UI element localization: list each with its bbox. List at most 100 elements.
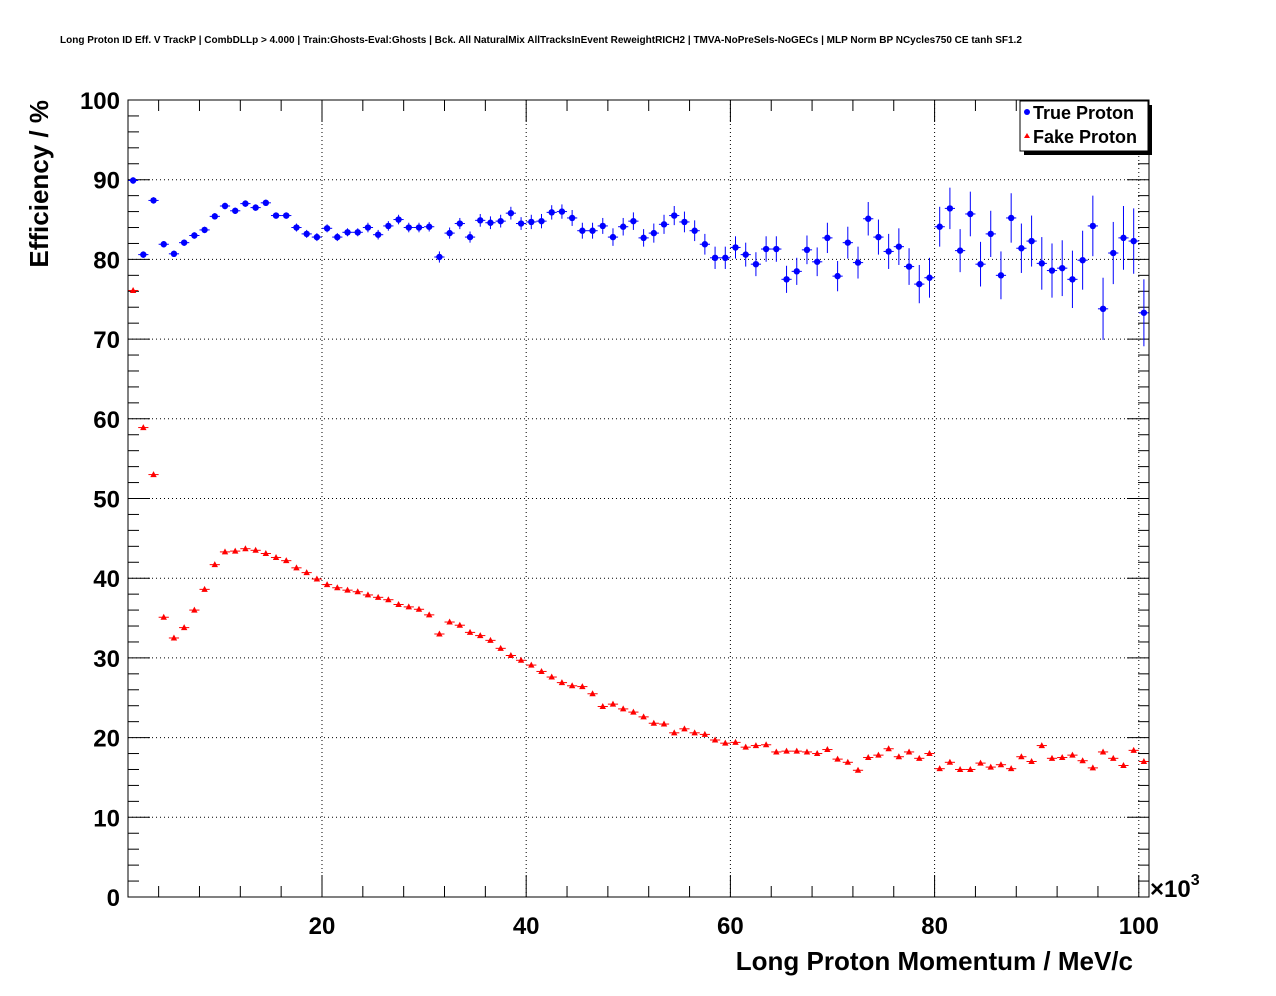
true-proton-point — [221, 202, 229, 210]
true-proton-point — [129, 177, 137, 184]
fake-proton-point — [691, 729, 698, 736]
fake-proton-point — [701, 730, 709, 737]
fake-proton-point — [1089, 764, 1097, 771]
fake-proton-point — [997, 761, 1005, 768]
fake-proton-point — [160, 613, 167, 620]
fake-proton-point — [660, 720, 668, 727]
true-proton-point — [456, 220, 464, 227]
true-proton-point — [946, 205, 954, 212]
y-tick-label: 100 — [80, 88, 120, 115]
fake-proton-point — [385, 596, 392, 603]
fake-proton-point — [711, 736, 719, 743]
fake-proton-point — [129, 286, 137, 293]
true-proton-point — [793, 268, 800, 275]
fake-proton-point — [272, 553, 280, 560]
fake-proton-point — [1028, 758, 1035, 765]
fake-proton-point — [885, 745, 892, 752]
y-tick-label: 90 — [93, 168, 120, 195]
fake-proton-point — [946, 758, 954, 765]
y-tick-labels: 0 10 20 30 40 50 60 70 80 90 100 — [80, 88, 120, 912]
fake-proton-point — [722, 739, 729, 746]
fake-proton-point — [170, 634, 178, 641]
true-proton-point — [803, 246, 811, 254]
fake-proton-point — [732, 738, 739, 745]
y-tick-label: 10 — [93, 805, 120, 832]
true-proton-point — [232, 207, 239, 214]
true-proton-point — [160, 241, 167, 248]
y-tick-label: 60 — [93, 407, 120, 434]
fake-proton-point — [517, 656, 525, 663]
true-proton-point — [650, 229, 658, 237]
fake-proton-point — [813, 750, 821, 757]
true-proton-point — [1089, 222, 1097, 230]
legend: True Proton Fake Proton — [1019, 100, 1152, 155]
true-proton-point — [681, 218, 688, 226]
legend-box — [1019, 100, 1149, 152]
true-proton-point — [783, 276, 790, 283]
fake-proton-point — [283, 557, 290, 564]
fake-proton-point — [211, 561, 218, 568]
true-proton-point — [956, 247, 964, 254]
true-proton-point — [844, 239, 852, 246]
fake-proton-point — [671, 729, 678, 736]
fake-proton-point — [1120, 761, 1127, 768]
true-proton-point — [283, 212, 290, 219]
fake-proton-point — [1140, 758, 1148, 765]
true-proton-point — [875, 233, 882, 241]
fake-proton-point — [783, 747, 790, 754]
fake-proton-point — [834, 755, 841, 762]
true-proton-point — [813, 258, 821, 265]
fake-proton-point — [303, 569, 310, 576]
fake-proton-point — [150, 471, 157, 478]
true-proton-point — [487, 219, 494, 226]
legend-label-true-proton: True Proton — [1033, 103, 1134, 123]
fake-proton-point — [201, 585, 208, 592]
fake-proton-point — [252, 546, 259, 553]
true-proton-point — [1099, 305, 1107, 313]
true-proton-point — [140, 251, 147, 258]
true-proton-point — [732, 244, 739, 251]
true-proton-point — [446, 229, 453, 237]
true-proton-point — [905, 263, 913, 270]
fake-proton-point — [232, 547, 239, 554]
true-proton-point — [385, 222, 392, 230]
fake-proton-point — [752, 742, 760, 749]
fake-proton-point — [395, 601, 402, 608]
true-proton-point — [477, 217, 484, 224]
true-proton-point — [405, 224, 412, 231]
fake-proton-point — [497, 644, 504, 651]
fake-proton-point — [477, 632, 484, 639]
true-proton-point — [466, 233, 474, 241]
fake-proton-point — [466, 628, 474, 635]
fake-proton-point — [425, 611, 433, 618]
true-proton-point — [752, 260, 760, 268]
true-proton-point — [691, 227, 698, 234]
fake-proton-point — [793, 747, 800, 754]
fake-proton-point — [446, 618, 453, 625]
fake-proton-point — [1079, 757, 1086, 764]
true-proton-point — [395, 216, 402, 223]
true-proton-point — [528, 218, 535, 226]
true-proton-point — [242, 200, 249, 207]
fake-proton-point — [875, 751, 882, 758]
fake-proton-point — [1007, 765, 1015, 772]
true-proton-point — [722, 254, 729, 262]
true-proton-point — [854, 259, 862, 266]
true-proton-point — [334, 233, 341, 241]
fake-proton-point — [1110, 754, 1117, 761]
true-proton-point — [538, 217, 545, 225]
true-proton-point — [773, 245, 780, 253]
true-proton-point — [313, 233, 321, 241]
fake-proton-point — [579, 683, 586, 690]
true-proton-point — [926, 274, 933, 281]
fake-proton-point — [548, 673, 555, 680]
true-proton-point — [517, 220, 525, 227]
true-proton-point — [415, 224, 423, 231]
fake-proton-point — [936, 765, 943, 772]
true-proton-point — [619, 223, 627, 230]
true-proton-point — [344, 229, 351, 236]
true-proton-point — [303, 230, 310, 238]
true-proton-point — [293, 224, 300, 231]
series-fake-proton — [128, 286, 1149, 773]
true-proton-point — [630, 217, 637, 225]
